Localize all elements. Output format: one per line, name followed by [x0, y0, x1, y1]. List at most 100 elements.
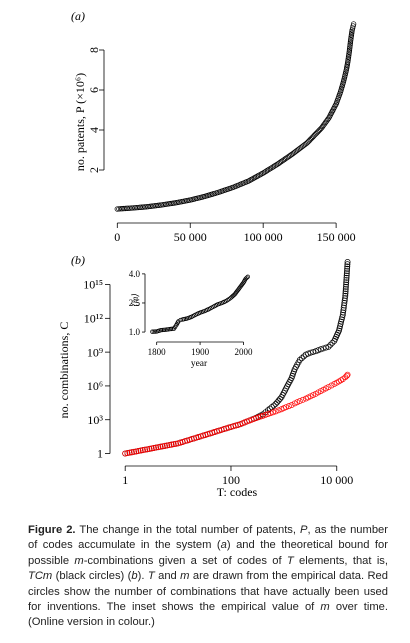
inset-chart: ⟨m⟩ year 1800 1900 2000 1.0 2.5 4.0	[129, 261, 259, 369]
panel-a-series-0-marker	[347, 45, 353, 52]
panel-b-series-1-marker	[262, 411, 269, 418]
panel-b-series-1-point	[122, 450, 129, 457]
panel-a-y-tick-label: 6	[87, 87, 101, 93]
panel-b-series-0-marker	[315, 347, 322, 354]
panel-b-series-0-point	[296, 357, 303, 363]
panel-b-series-1-point	[288, 402, 295, 409]
panel-b-series-0-marker	[266, 405, 273, 412]
panel-b-series-0-point	[343, 270, 350, 277]
panel-a-series-0-marker	[261, 169, 268, 175]
panel-b-series-0-marker	[342, 286, 349, 292]
panel-a-series-0-marker	[266, 166, 272, 173]
figure-caption: Figure 2. The change in the total number…	[28, 523, 388, 631]
panel-b-series-1-point	[283, 404, 290, 411]
panel-b-series-1-marker	[150, 445, 157, 451]
panel-a-x-tick-label: 150 000	[317, 230, 356, 244]
caption-part: over time. (Online version in colour.)	[28, 601, 388, 629]
panel-b-x-tick-label: 1	[122, 473, 128, 487]
panel-b-series-0-marker	[342, 295, 348, 302]
inset-series-0	[150, 274, 250, 334]
panel-b-series-1-marker	[142, 446, 148, 453]
panel-b-series-1-point	[325, 384, 332, 390]
panel-b-series-0-point	[342, 292, 349, 299]
panel-b-series-0-marker	[344, 263, 351, 270]
panel-a-series-0-marker	[346, 47, 353, 53]
inset-x-tick-label: 1900	[191, 347, 210, 357]
panel-b-series-1-marker	[166, 442, 173, 448]
panel-a-ticks: 0 50 000 100 000 150 000 2 4 6 8	[87, 47, 355, 244]
panel-b-series-0-point	[344, 259, 351, 265]
panel-b-x-tick-label: 100	[222, 473, 240, 487]
panel-a-label: (a)	[71, 9, 85, 23]
panel-b-series-1-marker	[159, 443, 166, 450]
caption-part: b	[131, 570, 138, 583]
panel-b: (b) no. combinations, C T: codes 1 100 10 …	[57, 253, 353, 499]
panel-b-series-1-point	[296, 398, 303, 405]
panel-b-y-tick-label: 1	[97, 447, 103, 461]
panel-a-y-tick-label: 2	[87, 167, 101, 173]
panel-b-ticks: 1 100 10 000 1 10³ 10⁶ 10⁹ 10¹² 10¹⁵	[83, 278, 353, 487]
panel-b-series-0-marker	[300, 353, 307, 360]
inset-x-tick-label: 1800	[148, 347, 167, 357]
inset-series-0-marker	[151, 329, 156, 334]
panel-b-series-0-marker	[339, 314, 346, 321]
panel-a-series-0-marker	[285, 154, 292, 160]
panel-b-series-1-marker	[139, 447, 146, 454]
panel-b-series-0-marker	[340, 307, 347, 314]
panel-b-series-1-marker	[164, 442, 171, 449]
panel-a-y-tick-label: 4	[87, 127, 101, 133]
panel-b-series-1-marker	[137, 447, 144, 454]
panel-b-series-0-marker	[344, 265, 351, 272]
caption-part: (black circles) (	[52, 570, 132, 583]
panel-a-series-0-marker	[263, 168, 269, 174]
panel-a-series-0-marker	[264, 167, 271, 173]
panel-b-series-0-marker	[275, 397, 282, 404]
panel-a-series-0-point	[349, 27, 355, 33]
caption-part: ).	[137, 570, 148, 583]
panel-a-x-tick-label: 0	[114, 230, 120, 244]
panel-b-series-0-marker	[342, 288, 349, 295]
panel-a-x-tick-label: 50 000	[174, 230, 207, 244]
panel-a-series-0-marker	[288, 152, 294, 158]
panel-b-series-0-point	[312, 348, 319, 355]
panel-b-series-0-point	[272, 401, 279, 407]
panel-b-series-0-marker	[344, 268, 350, 274]
panel-a-series-0-marker	[284, 154, 290, 161]
panel-b-series-0-marker	[340, 309, 347, 316]
panel-a-series-0-marker	[277, 159, 284, 165]
inset-ticks: 1800 1900 2000 1.0 2.5 4.0	[129, 269, 253, 357]
caption-part: -combinations given a set of codes of	[83, 554, 287, 567]
inset-xlabel: year	[191, 359, 208, 369]
panel-b-series-0-marker	[320, 345, 327, 352]
panel-a-series-0-marker	[347, 42, 353, 48]
panel-a-series-0-marker	[283, 155, 289, 162]
panel-b-series-1-point	[259, 412, 266, 419]
panel-b-series-1-marker	[135, 448, 142, 454]
panel-b-series-0-marker	[343, 277, 350, 283]
figure: (a) no. patents, P (×10⁶) 0 50 000 100 000…	[57, 9, 357, 499]
panel-b-series-0-point	[325, 343, 332, 350]
panel-a-series-0-point	[350, 21, 357, 27]
inset-y-tick-label: 2.5	[129, 298, 141, 308]
caption-part: T	[286, 554, 294, 567]
panel-b-series-0-point	[317, 346, 324, 353]
panel-b-series-1-marker	[270, 409, 277, 416]
panel-b-points	[122, 259, 351, 457]
panel-b-series-1-marker	[148, 445, 155, 452]
panel-b-series-0-marker	[337, 320, 344, 327]
panel-b-y-tick-label: 10⁶	[87, 379, 103, 393]
caption-part: T	[147, 570, 155, 583]
panel-b-series-0-marker	[274, 399, 281, 406]
inset-series-0-point	[158, 327, 164, 333]
caption-part: TCm	[28, 570, 53, 583]
panel-b-series-1-marker	[133, 448, 140, 455]
inset-series-0-marker	[166, 327, 171, 332]
panel-b-series-1-marker	[131, 448, 137, 455]
panel-b-series-0-marker	[310, 348, 317, 355]
panel-a-series-0-marker	[325, 116, 331, 123]
inset-series-0-marker	[160, 327, 165, 333]
panel-b-series-0-marker	[298, 355, 305, 362]
caption-part: m	[320, 601, 330, 614]
panel-b-series-0-marker	[341, 297, 348, 304]
panel-b-series-0-point	[336, 327, 342, 334]
